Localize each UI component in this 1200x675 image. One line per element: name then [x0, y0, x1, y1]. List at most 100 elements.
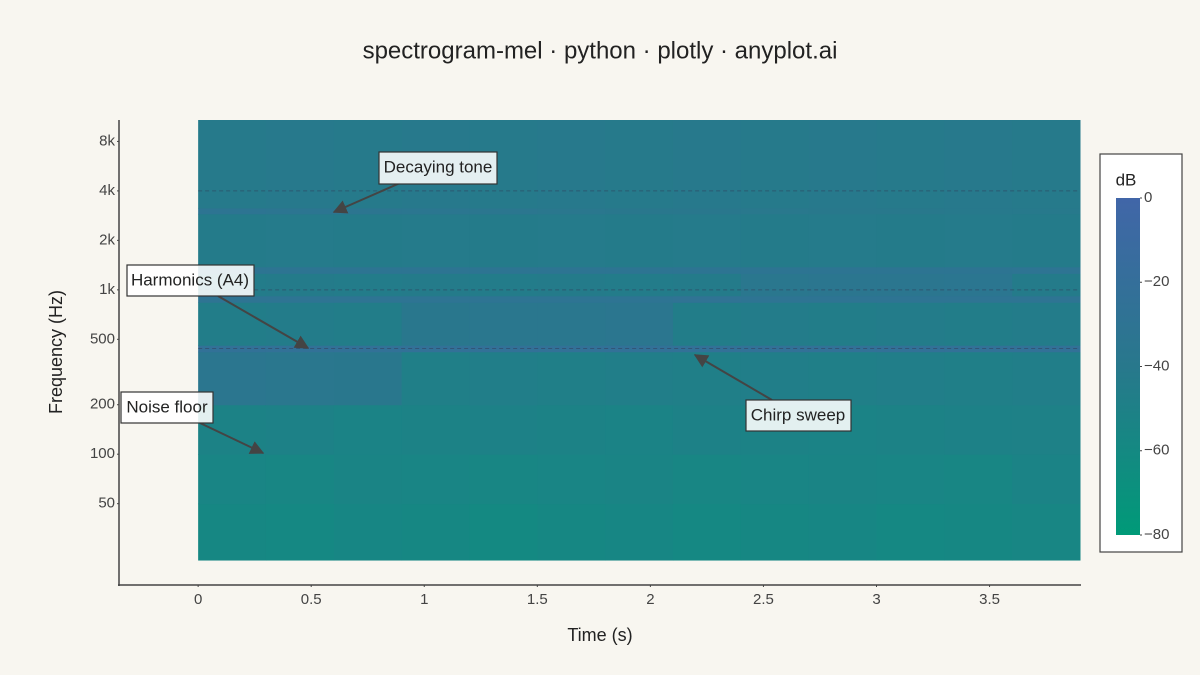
colorbar-gradient: [1116, 198, 1140, 535]
heatmap-cell: [672, 404, 742, 455]
heatmap-cell: [808, 295, 877, 303]
heatmap-cell: [265, 273, 335, 297]
heatmap-cell: [740, 213, 810, 268]
annotation: Decaying tone: [332, 151, 498, 214]
heatmap-cell: [876, 120, 945, 209]
heatmap-cell: [537, 295, 606, 303]
heatmap-cell: [333, 404, 403, 455]
heatmap-cell: [808, 273, 877, 297]
heatmap-cell: [740, 207, 810, 215]
y-axis-label: Frequency (Hz): [46, 290, 66, 414]
heatmap-cell: [333, 351, 403, 406]
plot-area: 50 100 200 500 1k 2k 4k 8k 0 0.5 1 1.5 2 2.5 3 3.5: [90, 120, 1081, 608]
x-tick-label: 3.5: [979, 591, 1000, 608]
colorbar-tick-label: −60: [1144, 442, 1169, 459]
heatmap-cell: [1012, 404, 1081, 455]
heatmap-cell: [808, 503, 877, 561]
heatmap-cell: [672, 213, 742, 268]
heatmap-cell: [198, 503, 267, 561]
y-tick-label: 4k: [99, 182, 115, 199]
heatmap-cell: [401, 503, 470, 561]
heatmap-cell: [944, 120, 1013, 209]
heatmap-cell: [1012, 295, 1081, 303]
y-tick-label: 1k: [99, 281, 115, 298]
heatmap-cell: [537, 454, 606, 505]
heatmap-cell: [469, 266, 538, 274]
heatmap-cell: [605, 273, 674, 297]
heatmap-cell: [1012, 120, 1081, 209]
heatmap-cell: [265, 120, 335, 209]
heatmap-cell: [401, 302, 470, 346]
heatmap-cell: [876, 295, 945, 303]
heatmap-cell: [401, 273, 470, 297]
x-tick-label: 3: [872, 591, 880, 608]
heatmap-cell: [333, 302, 403, 346]
heatmap-cell: [740, 454, 810, 505]
y-tick-label: 8k: [99, 132, 115, 149]
heatmap-cell: [537, 120, 606, 209]
heatmap-cell: [1012, 213, 1081, 268]
heatmap-cell: [333, 503, 403, 561]
heatmap-cell: [740, 266, 810, 274]
heatmap-cell: [537, 351, 606, 406]
heatmap-cell: [1012, 454, 1081, 505]
annotation-text: Decaying tone: [384, 157, 493, 176]
heatmap-cell: [333, 213, 403, 268]
heatmap-cell: [198, 207, 267, 215]
heatmap-cell: [672, 351, 742, 406]
heatmap-cell: [333, 454, 403, 505]
y-tick-label: 100: [90, 445, 115, 462]
heatmap-cell: [944, 266, 1013, 274]
heatmap-cell: [605, 295, 674, 303]
heatmap-cell: [944, 273, 1013, 297]
heatmap-cell: [265, 345, 335, 353]
heatmap-cell: [740, 345, 810, 353]
heatmap-cell: [740, 503, 810, 561]
heatmap-cell: [605, 266, 674, 274]
heatmap-cell: [537, 345, 606, 353]
heatmap-cell: [265, 454, 335, 505]
heatmap-cell: [537, 207, 606, 215]
heatmap-cell: [944, 213, 1013, 268]
colorbar: dB 0 −20 −40 −60 −80: [1099, 153, 1183, 553]
heatmap-cell: [469, 295, 538, 303]
heatmap-cell: [605, 351, 674, 406]
heatmap-cell: [808, 207, 877, 215]
annotation-text: Harmonics (A4): [131, 270, 249, 289]
heatmap-cell: [537, 404, 606, 455]
heatmap-cell: [265, 404, 335, 455]
heatmap-cell: [401, 351, 470, 406]
heatmap-cell: [808, 345, 877, 353]
heatmap-cell: [537, 503, 606, 561]
x-tick-label: 0: [194, 591, 202, 608]
x-tick-label: 0.5: [301, 591, 322, 608]
heatmap-cell: [605, 345, 674, 353]
heatmap-cell: [333, 273, 403, 297]
heatmap-cell: [537, 213, 606, 268]
heatmap-cell: [672, 120, 742, 209]
heatmap-cell: [740, 295, 810, 303]
heatmap-cell: [808, 351, 877, 406]
heatmap-cell: [944, 302, 1013, 346]
heatmap-cell: [265, 302, 335, 346]
heatmap-cell: [740, 302, 810, 346]
heatmap-cell: [672, 302, 742, 346]
x-tick-label: 1: [420, 591, 428, 608]
colorbar-tick-label: 0: [1144, 189, 1152, 206]
heatmap-cell: [265, 295, 335, 303]
heatmap-cell: [401, 295, 470, 303]
heatmap-cell: [944, 454, 1013, 505]
heatmap-cell: [1012, 266, 1081, 274]
heatmap-cell: [333, 295, 403, 303]
heatmap-cell: [672, 345, 742, 353]
heatmap-cell: [469, 302, 538, 346]
heatmap-cell: [808, 213, 877, 268]
heatmap-cell: [265, 351, 335, 406]
heatmap-cell: [401, 404, 470, 455]
heatmap-cell: [265, 503, 335, 561]
overlay: Decaying tone Harmonics (A4) Noise floor…: [118, 120, 1081, 586]
y-tick-label: 200: [90, 396, 115, 413]
heatmap-cell: [537, 273, 606, 297]
heatmap-cell: [401, 213, 470, 268]
